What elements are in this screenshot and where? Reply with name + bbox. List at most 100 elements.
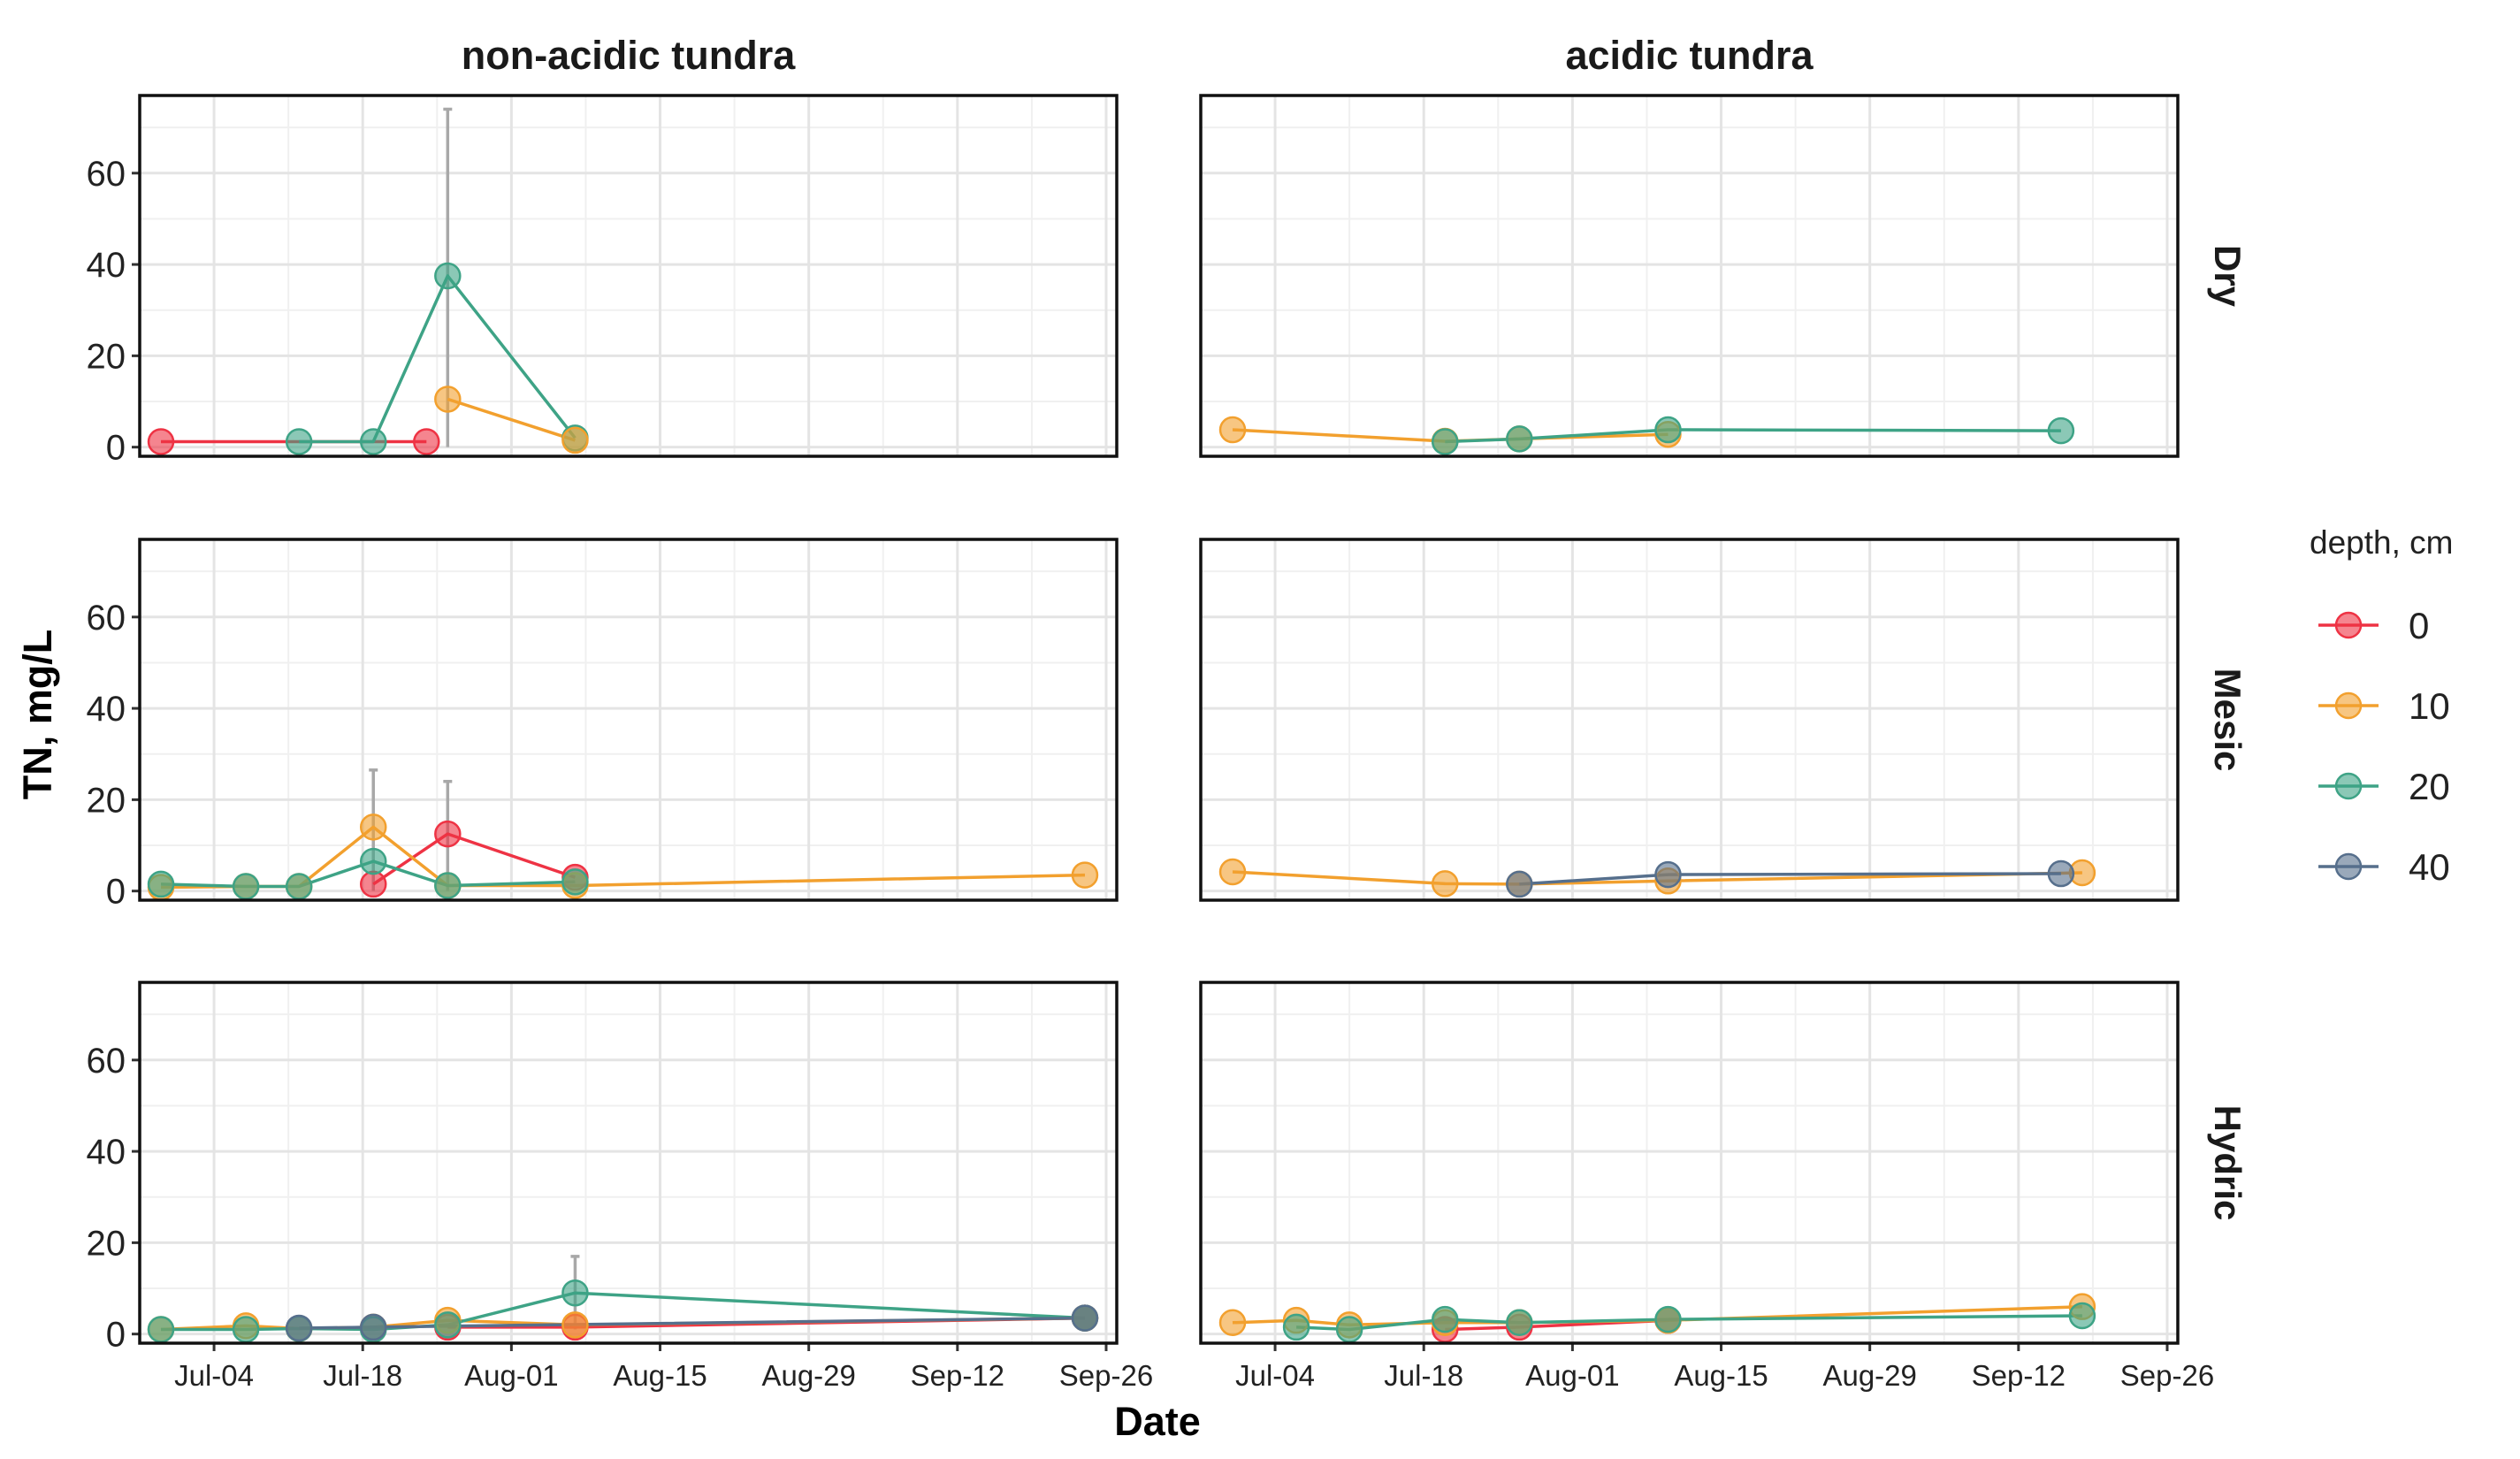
x-axis-title: Date <box>1114 1399 1201 1444</box>
data-point-depth-10 <box>359 814 387 841</box>
panel-1-2: Jul-04 Jul-18 Aug-01 Aug-15 Aug-29 Sep-12 Sep-… <box>1199 981 2249 1392</box>
x-tick-label: Aug-29 <box>761 1359 855 1392</box>
data-point-depth-20 <box>434 872 462 899</box>
data-point-depth-20 <box>147 1316 175 1343</box>
panel-1-1: Mesic <box>1199 538 2249 902</box>
data-point-depth-20 <box>1335 1316 1363 1343</box>
y-tick-label: 20 <box>87 337 126 376</box>
data-point-depth-20 <box>561 868 589 896</box>
data-point-depth-20 <box>1432 1305 1459 1333</box>
row-strip-label: Hydric <box>2207 1105 2249 1221</box>
x-tick-label: Sep-12 <box>1972 1359 2066 1392</box>
panel-background <box>1201 539 2178 900</box>
data-point-depth-20 <box>285 428 313 455</box>
data-point-depth-0 <box>147 428 175 455</box>
data-point-depth-40 <box>285 1314 313 1342</box>
legend-label: 10 <box>2409 685 2450 727</box>
legend-key-point <box>2334 852 2363 881</box>
data-point-depth-10 <box>1071 861 1099 889</box>
data-point-depth-0 <box>359 870 387 898</box>
legend-item-depth-40: 40 <box>2318 846 2450 888</box>
data-point-depth-20 <box>561 1279 589 1307</box>
data-point-depth-20 <box>1506 1309 1533 1337</box>
legend-key-point <box>2334 611 2363 639</box>
panel-0-0: 0 20 40 60 non-acidic tundra <box>87 33 1119 468</box>
panel-background <box>140 982 1117 1343</box>
legend-label: 40 <box>2409 846 2450 888</box>
y-tick-label: 20 <box>87 1224 126 1263</box>
data-point-depth-10 <box>1432 870 1459 898</box>
legend-label: 0 <box>2409 605 2429 646</box>
panel-background <box>1201 95 2178 456</box>
data-point-depth-20 <box>359 847 387 875</box>
series-line-depth-20 <box>299 274 577 444</box>
y-tick-label: 60 <box>87 1042 126 1081</box>
x-tick-label: Jul-04 <box>174 1359 254 1392</box>
y-tick-label: 40 <box>87 246 126 285</box>
data-point-depth-0 <box>434 820 462 848</box>
panel-border <box>138 94 1119 458</box>
data-point-depth-40 <box>1506 870 1533 898</box>
legend-item-depth-0: 0 <box>2318 605 2429 646</box>
x-tick-label: Aug-15 <box>613 1359 706 1392</box>
x-tick-label: Jul-18 <box>323 1359 402 1392</box>
x-tick-label: Aug-01 <box>1525 1359 1619 1392</box>
panel-border <box>1199 981 2180 1345</box>
x-tick-label: Sep-12 <box>911 1359 1004 1392</box>
legend-item-depth-10: 10 <box>2318 685 2450 727</box>
x-tick-label: Jul-04 <box>1235 1359 1315 1392</box>
legend: depth, cm 0 10 20 40 <box>2310 524 2453 888</box>
data-point-depth-10 <box>1218 416 1247 444</box>
data-point-depth-20 <box>2047 416 2075 445</box>
x-tick-label: Aug-15 <box>1674 1359 1768 1392</box>
data-point-depth-20 <box>232 873 260 900</box>
y-tick-label: 0 <box>106 429 126 468</box>
data-point-depth-20 <box>434 1311 462 1339</box>
data-point-depth-40 <box>1071 1304 1099 1332</box>
y-tick-label: 20 <box>87 781 126 820</box>
row-strip-label: Dry <box>2207 245 2249 308</box>
x-tick-label: Aug-29 <box>1822 1359 1916 1392</box>
data-point-depth-20 <box>1282 1313 1310 1341</box>
data-point-depth-10 <box>434 386 462 413</box>
legend-item-depth-20: 20 <box>2318 766 2450 807</box>
x-tick-label: Aug-01 <box>464 1359 558 1392</box>
y-tick-label: 40 <box>87 1133 126 1172</box>
legend-label: 20 <box>2409 766 2450 807</box>
data-point-depth-10 <box>1218 1309 1247 1337</box>
data-point-depth-20 <box>1506 425 1533 453</box>
panel-border <box>138 981 1119 1345</box>
column-strip-label: acidic tundra <box>1565 33 1814 78</box>
data-point-depth-10 <box>561 1311 589 1339</box>
data-point-depth-20 <box>285 873 313 900</box>
data-point-depth-20 <box>359 428 387 455</box>
data-point-depth-10 <box>1218 858 1247 886</box>
legend-title: depth, cm <box>2310 524 2453 561</box>
panel-border <box>138 538 1119 902</box>
y-tick-label: 60 <box>87 155 126 194</box>
panel-0-2: 0 20 40 60 Jul-04 Jul-18 Aug-01 Aug-15 Aug-29 Sep… <box>87 981 1153 1392</box>
legend-key-point <box>2334 691 2363 720</box>
y-tick-label: 0 <box>106 1316 126 1355</box>
panel-background <box>140 539 1117 900</box>
panel-1-0: acidic tundra Dry <box>1199 33 2249 458</box>
series-line-depth-20 <box>1445 428 2061 444</box>
data-point-depth-20 <box>434 262 462 290</box>
panels-layer: 0 20 40 60 non-acidic tundra acidic tundra Dry… <box>87 33 2249 1392</box>
x-tick-label: Sep-26 <box>2120 1359 2214 1392</box>
panel-background <box>140 95 1117 456</box>
y-axis-title: TN, mg/L <box>15 630 60 799</box>
data-point-depth-20 <box>1432 428 1459 455</box>
series-line-depth-10 <box>447 397 576 442</box>
x-tick-label: Sep-26 <box>1059 1359 1153 1392</box>
legend-key-point <box>2334 772 2363 800</box>
data-point-depth-0 <box>413 428 440 455</box>
column-strip-label: non-acidic tundra <box>462 33 796 78</box>
y-tick-label: 0 <box>106 873 126 912</box>
y-tick-label: 40 <box>87 690 126 729</box>
data-point-depth-40 <box>1654 860 1682 889</box>
data-point-depth-20 <box>232 1316 260 1343</box>
panel-border <box>1199 538 2180 902</box>
x-tick-label: Jul-18 <box>1384 1359 1463 1392</box>
